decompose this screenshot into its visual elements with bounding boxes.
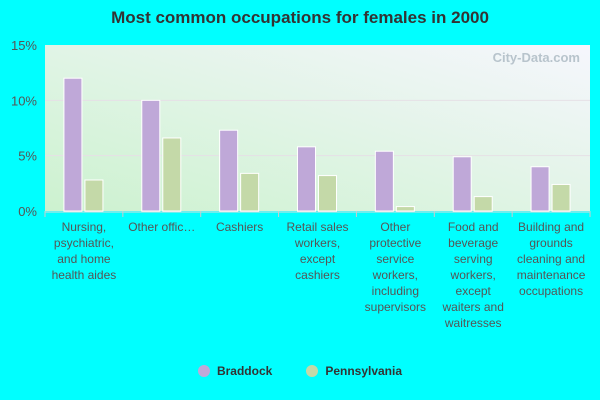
legend-item-pennsylvania: Pennsylvania: [306, 364, 402, 378]
bar-braddock: [141, 99, 161, 212]
bar-braddock: [219, 129, 239, 212]
x-tick-label: Other offic…: [128, 220, 196, 234]
legend: Braddock Pennsylvania: [0, 364, 600, 378]
plot-area: [45, 45, 590, 211]
x-tick-label: Retail sales workers, except cashiers: [286, 220, 349, 282]
x-tick-label: Food and beverage serving workers, excep…: [442, 220, 504, 330]
bar-braddock: [297, 146, 316, 212]
watermark: City-Data.com: [493, 50, 580, 65]
x-tick-label: Nursing, psychiatric, and home health ai…: [51, 220, 117, 282]
bar-pennsylvania: [84, 179, 104, 212]
y-tick-label: 10%: [11, 93, 37, 108]
bar-pennsylvania: [551, 183, 571, 212]
chart-title: Most common occupations for females in 2…: [111, 8, 489, 27]
legend-label: Braddock: [216, 364, 273, 378]
bar-pennsylvania: [162, 137, 182, 212]
x-tick-label: Building and grounds cleaning and mainte…: [516, 220, 586, 298]
y-tick-label: 0%: [18, 204, 37, 219]
bar-braddock: [374, 150, 394, 212]
bar-braddock: [452, 156, 472, 212]
bar-pennsylvania: [395, 206, 415, 212]
bar-pennsylvania: [240, 172, 260, 212]
legend-item-braddock: Braddock: [197, 364, 273, 378]
bar-pennsylvania: [318, 175, 337, 212]
bar-braddock: [63, 77, 83, 212]
x-tick-label: Cashiers: [215, 220, 264, 234]
y-tick-label: 15%: [11, 38, 37, 53]
x-tick-label: Other protective service workers, includ…: [364, 220, 427, 314]
legend-swatch: [306, 365, 319, 377]
legend-label: Pennsylvania: [325, 364, 403, 378]
y-tick-label: 5%: [18, 149, 37, 164]
legend-swatch: [197, 365, 210, 377]
bar-pennsylvania: [473, 196, 493, 212]
bar-braddock: [530, 166, 550, 212]
